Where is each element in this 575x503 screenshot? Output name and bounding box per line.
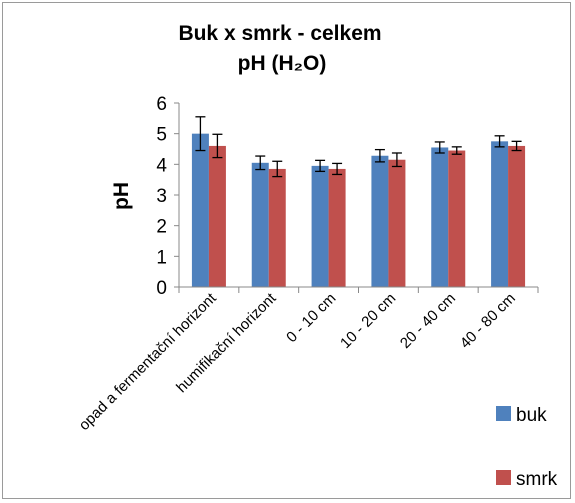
error-bars: [195, 116, 522, 178]
category-label: 20 - 40 cm: [397, 290, 459, 352]
legend-swatch-buk: [496, 406, 511, 421]
y-tick-label: 4: [156, 155, 167, 176]
y-tick-label: 5: [156, 125, 167, 146]
legend-label-buk: buk: [516, 405, 547, 426]
y-tick-label: 6: [156, 94, 167, 115]
chart-frame: [2, 2, 571, 499]
bar-buk: [491, 141, 509, 287]
category-label: humifikační horizont: [173, 289, 280, 396]
bar-smrk: [448, 150, 466, 287]
y-tick-label: 2: [156, 217, 167, 238]
bar-buk: [191, 133, 209, 287]
bar-smrk: [208, 145, 226, 287]
category-label: 10 - 20 cm: [337, 290, 399, 352]
axes: [178, 103, 539, 293]
legend: buk smrk: [496, 405, 558, 490]
y-tick-label: 1: [156, 247, 167, 268]
chart-title: Buk x smrk - celkem: [178, 22, 381, 45]
bar-smrk: [268, 168, 286, 287]
chart-subtitle: pH (H₂O): [238, 52, 327, 75]
bar-smrk: [328, 168, 346, 287]
category-label: 40 - 80 cm: [457, 290, 519, 352]
bar-smrk: [508, 145, 526, 287]
bar-buk: [311, 165, 329, 287]
bar-buk: [371, 155, 389, 287]
category-label: 0 - 10 cm: [283, 290, 339, 346]
bar-smrk: [388, 159, 406, 287]
bar-buk: [431, 147, 449, 287]
y-axis-ticks: 0 1 2 3 4 5 6: [156, 94, 179, 299]
legend-label-smrk: smrk: [516, 469, 558, 490]
y-tick-label: 3: [156, 186, 167, 207]
legend-swatch-smrk: [496, 470, 511, 485]
bar-buk: [251, 162, 269, 287]
bars: [191, 133, 526, 287]
y-tick-label: 0: [156, 278, 167, 299]
y-axis-label: pH: [110, 182, 133, 210]
